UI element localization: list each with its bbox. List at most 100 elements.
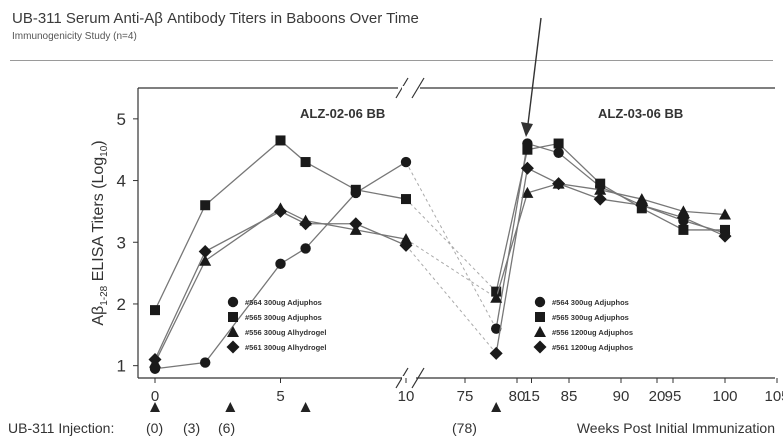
data-point-diamond — [349, 217, 363, 231]
data-point-square — [522, 144, 533, 155]
y-tick-label: 5 — [117, 110, 126, 129]
data-point-circle — [400, 156, 412, 168]
data-point-triangle — [490, 291, 503, 303]
legend-entry: #565 300ug Adjuphos — [245, 313, 322, 322]
panel-connector-line — [405, 161, 497, 329]
legend-marker-circle — [227, 296, 239, 308]
panel-label: ALZ-02-06 BB — [300, 106, 385, 121]
x-tick-label: 10 — [398, 388, 415, 405]
axis-break-gap — [402, 86, 416, 90]
data-point-square — [150, 305, 160, 316]
title-divider — [10, 60, 773, 61]
data-point-circle — [200, 357, 211, 368]
data-point-triangle — [677, 205, 690, 217]
chart-title: UB-311 Serum Anti-Aβ Antibody Titers in … — [12, 10, 419, 27]
legend-entry: #564 300ug Adjuphos — [552, 298, 629, 307]
callout-arrowhead — [521, 122, 533, 137]
data-point-square — [678, 224, 689, 235]
panel-connector-line — [405, 245, 497, 354]
data-point-circle — [275, 258, 286, 270]
data-point-diamond — [198, 245, 212, 259]
data-point-diamond — [299, 217, 313, 231]
legend-marker-diamond — [226, 340, 240, 354]
data-point-triangle — [719, 208, 731, 220]
x-tick-label: 90 — [613, 388, 630, 405]
y-tick-label: 4 — [117, 172, 126, 191]
data-point-circle — [553, 147, 564, 158]
data-point-square — [200, 200, 211, 211]
legend-marker-square — [535, 312, 545, 322]
legend-entry: #561 300ug Alhydrogel — [245, 343, 326, 352]
data-point-diamond — [399, 238, 413, 252]
series-line-square — [154, 139, 407, 311]
data-point-square — [300, 157, 311, 168]
x-tick-label: 5 — [276, 388, 284, 405]
data-point-square — [491, 286, 502, 297]
injection-arrow — [150, 402, 160, 412]
data-point-diamond — [274, 204, 287, 218]
data-point-square — [350, 184, 361, 195]
legend-entry: #556 1200ug Adjuphos — [552, 328, 633, 337]
data-point-triangle — [594, 183, 607, 195]
data-point-triangle — [199, 254, 212, 266]
axis-break-mark — [411, 367, 425, 389]
data-point-diamond — [718, 229, 732, 243]
x-tick-label: 100 — [712, 388, 737, 405]
data-point-triangle — [400, 233, 412, 245]
legend-marker-triangle — [534, 326, 546, 337]
axis-break-mark — [411, 77, 425, 99]
data-point-diamond — [552, 177, 566, 191]
x-tick-label: 75 — [457, 388, 474, 405]
chart-subtitle: Immunogenicity Study (n=4) — [12, 31, 137, 42]
data-point-diamond — [520, 161, 534, 175]
legend-entry: #561 1200ug Adjuphos — [552, 343, 633, 352]
data-point-diamond — [489, 346, 503, 360]
injection-arrow — [491, 402, 502, 412]
injection-label: UB-311 Injection: — [8, 420, 115, 436]
x-tick-label: 95 — [665, 388, 682, 405]
x-tick-label: 105 — [764, 388, 783, 405]
x-tick-label: 80 — [509, 388, 526, 405]
x-tick-label: 15 — [523, 388, 540, 405]
data-point-square — [401, 194, 411, 205]
legend-marker-diamond — [533, 340, 547, 354]
data-point-square — [553, 138, 564, 149]
panel-connector-line — [405, 198, 497, 292]
callout-arrow-line — [527, 17, 542, 125]
x-tick-label: 20 — [649, 388, 666, 405]
legend-marker-circle — [534, 296, 546, 308]
data-point-diamond — [635, 198, 649, 212]
series-line-diamond — [154, 210, 407, 360]
series-line-circle — [154, 161, 407, 370]
axis-break-gap — [402, 376, 416, 380]
legend-entry: #565 300ug Adjuphos — [552, 313, 629, 322]
data-point-triangle — [521, 186, 534, 198]
y-axis-label: Aβ1-28 ELISA Titers (Log10) — [90, 140, 110, 325]
data-point-circle — [491, 323, 502, 334]
injection-week-78: (78) — [452, 420, 477, 436]
panel-label: ALZ-03-06 BB — [598, 106, 683, 121]
series-line-triangle — [154, 207, 407, 363]
injection-week-0: (0) — [146, 420, 164, 436]
legend-marker-triangle — [227, 326, 239, 337]
injection-week-6: (6) — [218, 420, 236, 436]
legend-entry: #556 300ug Alhydrogel — [245, 328, 326, 337]
x-tick-label: 0 — [151, 388, 159, 405]
legend-entry: #564 300ug Adjuphos — [245, 298, 322, 307]
injection-arrow — [225, 402, 236, 412]
data-point-circle — [300, 243, 311, 254]
injection-week-3: (3) — [183, 420, 201, 436]
y-tick-label: 2 — [117, 295, 126, 314]
data-point-diamond — [593, 192, 607, 206]
injection-arrow — [300, 402, 311, 412]
y-tick-label: 3 — [117, 233, 126, 252]
data-point-diamond — [148, 352, 162, 366]
y-tick-label: 1 — [117, 357, 126, 376]
data-point-square — [275, 135, 286, 146]
panel-connector-line — [405, 238, 497, 299]
x-tick-label: 85 — [561, 388, 578, 405]
data-point-triangle — [635, 193, 648, 205]
x-axis-label: Weeks Post Initial Immunization — [577, 420, 775, 436]
data-point-square — [595, 178, 606, 189]
